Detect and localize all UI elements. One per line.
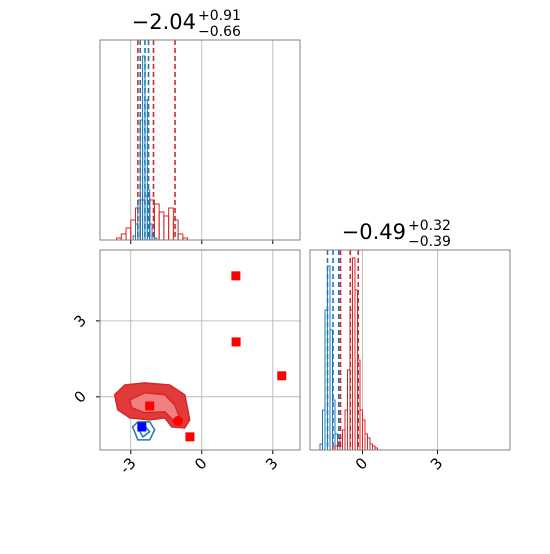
title-upper: +0.91 [198, 8, 241, 24]
histogram-step [177, 233, 184, 240]
histogram-step [149, 223, 153, 240]
title-value: −0.49 [342, 220, 406, 244]
histogram-step [168, 207, 174, 240]
histogram-step [153, 237, 158, 240]
x-tick-label: 0 [352, 454, 371, 473]
histogram-step [125, 227, 132, 240]
marker [231, 337, 241, 347]
contour [131, 421, 156, 441]
x-tick-label: 3 [262, 454, 281, 473]
histogram-step [120, 233, 127, 240]
plot-area [319, 250, 378, 450]
x-tick-label: 3 [427, 454, 446, 473]
x-tick-label: 0 [191, 454, 210, 473]
histogram-step [163, 215, 170, 240]
marker [173, 415, 184, 426]
axes-frame [99, 249, 301, 451]
title-lower: −0.66 [198, 24, 241, 40]
histogram-step [182, 237, 189, 240]
y-tick-label: 0 [70, 387, 89, 406]
histogram-step [332, 399, 336, 450]
axes-frame [99, 39, 301, 241]
marker [277, 371, 287, 381]
histogram-step [158, 211, 165, 240]
marker [137, 422, 147, 432]
plot-area [116, 40, 189, 240]
marker [145, 401, 155, 411]
histogram-step [151, 233, 155, 240]
title-upper: +0.32 [408, 218, 451, 234]
x-tick-label: -3 [116, 454, 139, 477]
marker [185, 432, 195, 442]
histogram-step [153, 203, 160, 240]
plot-area [113, 271, 287, 442]
axes-frame [309, 249, 511, 451]
histogram-step [146, 189, 151, 240]
histogram-step [374, 447, 378, 450]
title-lower: −0.39 [408, 234, 451, 250]
title-value: −2.04 [132, 10, 196, 34]
y-tick-label: 3 [70, 311, 89, 330]
marker [231, 271, 241, 281]
